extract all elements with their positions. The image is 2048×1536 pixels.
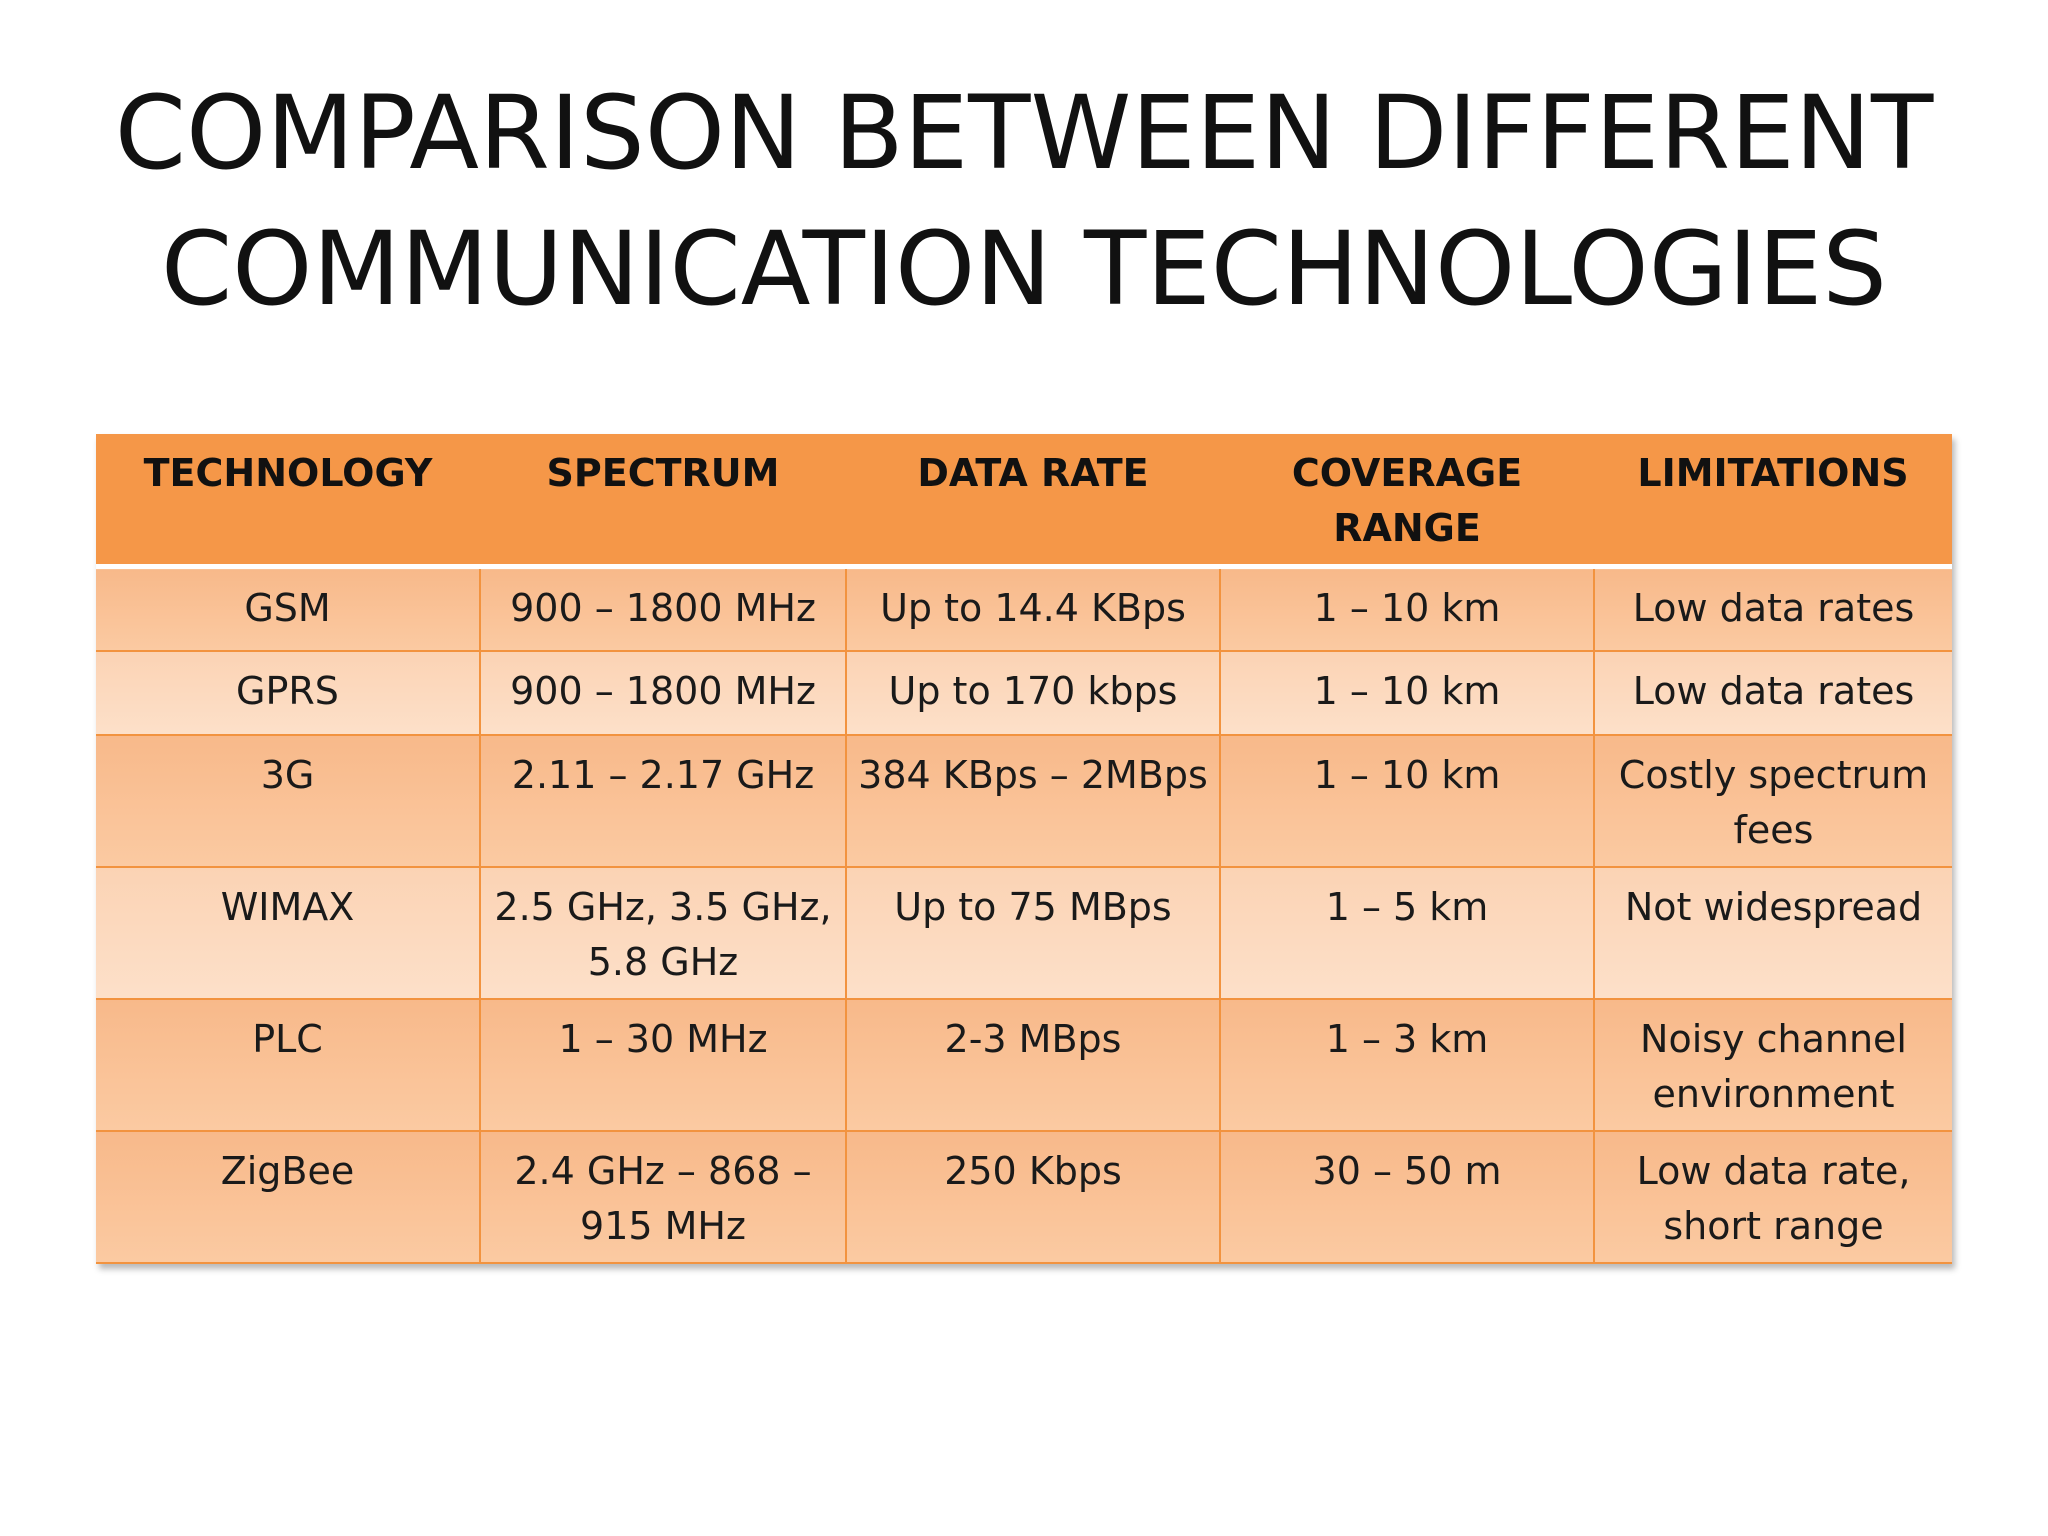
cell-limitations: Costly spectrum fees (1594, 734, 1952, 868)
header-data-rate: DATA RATE (846, 434, 1220, 569)
cell-coverage-range: 1 – 10 km (1220, 566, 1595, 652)
cell-limitations: Not widespread (1594, 866, 1952, 1000)
cell-spectrum: 1 – 30 MHz (480, 998, 847, 1132)
cell-limitations: Low data rates (1594, 650, 1952, 736)
cell-technology: PLC (96, 998, 481, 1132)
table-row: ZigBee 2.4 GHz – 868 – 915 MHz 250 Kbps … (96, 1130, 1952, 1264)
cell-spectrum: 900 – 1800 MHz (480, 566, 847, 652)
cell-technology: GSM (96, 566, 481, 652)
cell-coverage-range: 1 – 3 km (1220, 998, 1595, 1132)
table-header-row: TECHNOLOGY SPECTRUM DATA RATE COVERAGE R… (96, 434, 1952, 569)
cell-data-rate: 250 Kbps (846, 1130, 1221, 1264)
cell-spectrum: 2.4 GHz – 868 – 915 MHz (480, 1130, 847, 1264)
cell-technology: 3G (96, 734, 481, 868)
header-technology: TECHNOLOGY (96, 434, 480, 569)
cell-limitations: Low data rate, short range (1594, 1130, 1952, 1264)
cell-spectrum: 2.11 – 2.17 GHz (480, 734, 847, 868)
table-row: 3G 2.11 – 2.17 GHz 384 KBps – 2MBps 1 – … (96, 734, 1952, 868)
cell-limitations: Low data rates (1594, 566, 1952, 652)
cell-data-rate: 2-3 MBps (846, 998, 1221, 1132)
comparison-table-container: TECHNOLOGY SPECTRUM DATA RATE COVERAGE R… (96, 434, 1952, 1264)
cell-data-rate: Up to 75 MBps (846, 866, 1221, 1000)
cell-coverage-range: 1 – 5 km (1220, 866, 1595, 1000)
table-row: GSM 900 – 1800 MHz Up to 14.4 KBps 1 – 1… (96, 566, 1952, 652)
table-row: GPRS 900 – 1800 MHz Up to 170 kbps 1 – 1… (96, 650, 1952, 736)
slide-title-line-2: COMMUNICATION TECHNOLOGIES (160, 210, 1888, 329)
cell-coverage-range: 1 – 10 km (1220, 734, 1595, 868)
cell-technology: GPRS (96, 650, 481, 736)
header-spectrum: SPECTRUM (480, 434, 846, 569)
cell-spectrum: 2.5 GHz, 3.5 GHz, 5.8 GHz (480, 866, 847, 1000)
comparison-table: TECHNOLOGY SPECTRUM DATA RATE COVERAGE R… (96, 434, 1952, 1264)
cell-technology: ZigBee (96, 1130, 481, 1264)
table-row: PLC 1 – 30 MHz 2-3 MBps 1 – 3 km Noisy c… (96, 998, 1952, 1132)
cell-data-rate: 384 KBps – 2MBps (846, 734, 1221, 868)
header-coverage-range: COVERAGE RANGE (1220, 434, 1594, 569)
table-row: WIMAX 2.5 GHz, 3.5 GHz, 5.8 GHz Up to 75… (96, 866, 1952, 1000)
cell-technology: WIMAX (96, 866, 481, 1000)
cell-data-rate: Up to 170 kbps (846, 650, 1221, 736)
header-limitations: LIMITATIONS (1594, 434, 1952, 569)
cell-coverage-range: 1 – 10 km (1220, 650, 1595, 736)
slide-title-line-1: COMPARISON BETWEEN DIFFERENT (114, 74, 1934, 193)
cell-limitations: Noisy channel environment (1594, 998, 1952, 1132)
cell-coverage-range: 30 – 50 m (1220, 1130, 1595, 1264)
cell-spectrum: 900 – 1800 MHz (480, 650, 847, 736)
cell-data-rate: Up to 14.4 KBps (846, 566, 1221, 652)
slide-title: COMPARISON BETWEEN DIFFERENT COMMUNICATI… (0, 66, 2048, 338)
